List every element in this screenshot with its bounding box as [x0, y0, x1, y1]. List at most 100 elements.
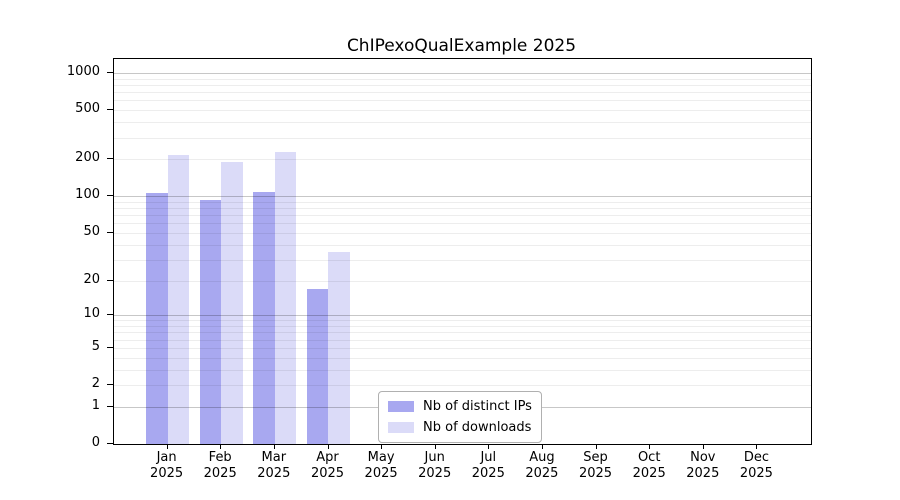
x-tick-label-month-jul: Jul	[480, 450, 497, 465]
gridline-minor-6	[114, 339, 811, 341]
x-tick-label-month-oct: Oct	[637, 450, 661, 465]
gridline-major-100	[114, 196, 811, 198]
bar-nb-of-downloads-mar	[274, 151, 297, 444]
x-tick-label-year-sep: 2025	[578, 466, 613, 481]
bar-nb-of-distinct-ips-jan	[146, 192, 168, 444]
bar-nb-of-downloads-feb	[221, 162, 243, 444]
y-tick-mark-10	[107, 314, 113, 316]
x-tick-label-month-jun: Jun	[424, 450, 445, 465]
x-tick-label-year-jul: 2025	[471, 466, 505, 481]
bar-nb-of-downloads-apr	[328, 251, 350, 444]
legend-label-nb-of-downloads: Nb of downloads	[423, 420, 532, 435]
x-tick-mark-dec	[756, 444, 758, 449]
x-tick-label-month-jan: Jan	[156, 450, 177, 465]
gridline-major-1000	[114, 73, 811, 74]
y-tick-label-10: 10	[83, 306, 100, 322]
y-tick-label-0: 0	[91, 435, 100, 450]
gridline-minor-2	[114, 385, 811, 386]
legend-item-nb-of-downloads: Nb of downloads	[388, 418, 532, 437]
y-tick-label-5: 5	[91, 338, 100, 354]
plot-area	[113, 58, 812, 445]
x-tick-label-year-feb: 2025	[203, 466, 237, 481]
x-tick-label-year-oct: 2025	[632, 466, 666, 481]
x-tick-mark-feb	[220, 444, 222, 449]
gridline-minor-90	[114, 201, 811, 203]
gridline-minor-5	[114, 347, 811, 349]
gridline-minor-70	[114, 215, 811, 217]
legend-item-nb-of-distinct-ips: Nb of distinct IPs	[388, 397, 532, 416]
y-tick-label-200: 200	[75, 150, 100, 166]
gridline-minor-50	[114, 232, 811, 234]
gridline-major-10	[114, 315, 811, 317]
y-tick-label-100: 100	[75, 187, 100, 203]
x-tick-label-year-may: 2025	[364, 466, 398, 481]
y-tick-mark-100	[107, 195, 113, 197]
gridline-minor-9	[114, 320, 811, 322]
y-tick-mark-1000	[107, 72, 113, 73]
y-tick-label-500: 500	[75, 101, 100, 117]
x-tick-mark-jun	[434, 444, 436, 449]
y-tick-mark-5	[107, 346, 113, 348]
x-tick-label-year-aug: 2025	[525, 466, 559, 481]
y-tick-label-1000: 1000	[66, 64, 100, 79]
gridline-minor-900	[114, 78, 811, 80]
y-tick-label-50: 50	[83, 223, 100, 239]
gridline-minor-40	[114, 244, 811, 246]
gridline-minor-500	[114, 110, 811, 112]
x-tick-mark-oct	[649, 444, 651, 449]
x-tick-label-month-sep: Sep	[583, 450, 608, 465]
y-tick-mark-0	[107, 443, 113, 444]
bar-nb-of-distinct-ips-mar	[253, 191, 275, 444]
gridline-minor-3	[114, 369, 811, 371]
x-tick-label-month-mar: Mar	[261, 450, 287, 465]
bar-nb-of-distinct-ips-feb	[199, 200, 222, 444]
gridline-minor-80	[114, 208, 811, 209]
x-tick-label-year-nov: 2025	[686, 466, 720, 481]
y-tick-label-2: 2	[91, 376, 100, 391]
x-tick-label-year-dec: 2025	[739, 466, 773, 481]
x-tick-label-month-dec: Dec	[743, 450, 769, 465]
gridline-minor-800	[114, 85, 811, 86]
x-tick-label-year-mar: 2025	[257, 466, 291, 481]
x-tick-mark-jan	[166, 444, 168, 449]
y-tick-label-1: 1	[91, 397, 100, 413]
x-tick-mark-apr	[327, 444, 329, 449]
y-tick-mark-20	[107, 279, 113, 281]
gridline-minor-30	[114, 259, 811, 261]
legend-label-nb-of-distinct-ips: Nb of distinct IPs	[423, 399, 532, 414]
x-tick-label-month-feb: Feb	[208, 450, 232, 465]
x-tick-label-year-jun: 2025	[418, 466, 452, 481]
gridline-minor-60	[114, 223, 811, 225]
legend-swatch-nb-of-downloads	[388, 422, 414, 433]
gridline-minor-600	[114, 100, 811, 102]
gridline-minor-300	[114, 137, 811, 139]
y-tick-mark-500	[107, 109, 113, 111]
gridline-minor-4	[114, 357, 811, 359]
x-tick-mark-nov	[702, 444, 704, 449]
x-tick-mark-sep	[595, 444, 597, 449]
x-tick-mark-may	[381, 444, 383, 449]
x-tick-label-year-jan: 2025	[150, 466, 184, 481]
bar-nb-of-distinct-ips-apr	[306, 288, 329, 444]
y-tick-label-20: 20	[83, 271, 100, 287]
gridline-minor-7	[114, 332, 811, 334]
x-tick-mark-mar	[273, 444, 275, 449]
gridline-minor-400	[114, 122, 811, 124]
y-tick-mark-50	[107, 231, 113, 233]
x-tick-label-year-apr: 2025	[310, 466, 345, 481]
bar-nb-of-downloads-jan	[167, 155, 190, 444]
x-tick-label-month-may: May	[367, 450, 395, 465]
x-tick-label-month-aug: Aug	[529, 450, 555, 465]
chart-title: ChIPexoQualExample 2025	[346, 36, 577, 56]
x-tick-label-month-apr: Apr	[316, 450, 339, 465]
legend-swatch-nb-of-distinct-ips	[388, 401, 414, 412]
gridline-minor-700	[114, 92, 811, 94]
y-tick-mark-1	[107, 405, 113, 407]
x-tick-mark-jul	[488, 444, 490, 449]
x-tick-label-month-nov: Nov	[690, 450, 716, 465]
gridline-minor-20	[114, 280, 811, 282]
legend: Nb of distinct IPs Nb of downloads	[378, 391, 542, 443]
gridline-minor-8	[114, 326, 811, 327]
y-tick-mark-200	[107, 158, 113, 160]
